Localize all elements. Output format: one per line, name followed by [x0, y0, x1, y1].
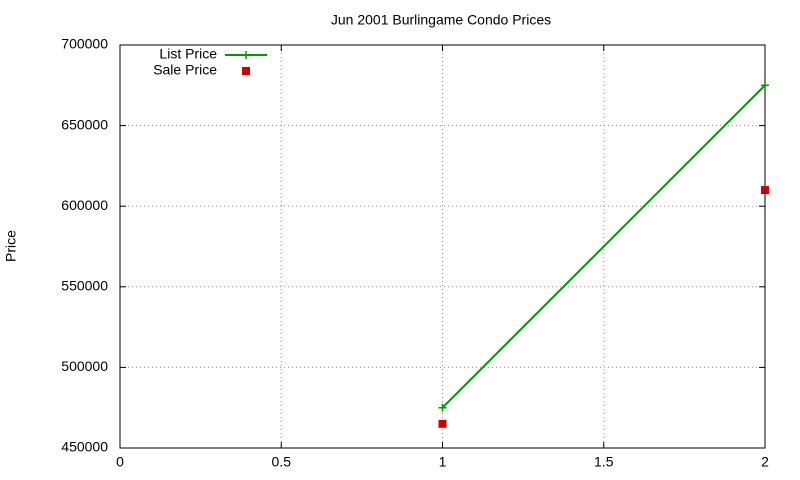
point	[438, 419, 447, 428]
legend-marker	[242, 67, 250, 75]
y-tick-label: 600000	[61, 197, 108, 213]
point	[761, 186, 769, 195]
x-tick-label: 2	[761, 454, 769, 470]
chart-title: Jun 2001 Burlingame Condo Prices	[331, 12, 551, 28]
y-axis-label: Price	[3, 230, 19, 262]
y-tick-label: 450000	[61, 439, 108, 455]
x-tick-label: 0.5	[272, 454, 292, 470]
legend-label: List Price	[159, 46, 217, 62]
y-tick-label: 550000	[61, 278, 108, 294]
y-tick-label: 500000	[61, 358, 108, 374]
y-tick-label: 700000	[61, 36, 108, 52]
x-tick-label: 1	[439, 454, 447, 470]
legend-marker	[242, 51, 250, 59]
line	[441, 84, 766, 409]
point	[438, 403, 447, 412]
legend-label: Sale Price	[153, 62, 217, 78]
y-tick-label: 650000	[61, 116, 108, 132]
point	[761, 81, 769, 90]
x-tick-label: 1.5	[594, 454, 614, 470]
x-tick-label: 0	[116, 454, 124, 470]
plot-border	[119, 44, 766, 449]
